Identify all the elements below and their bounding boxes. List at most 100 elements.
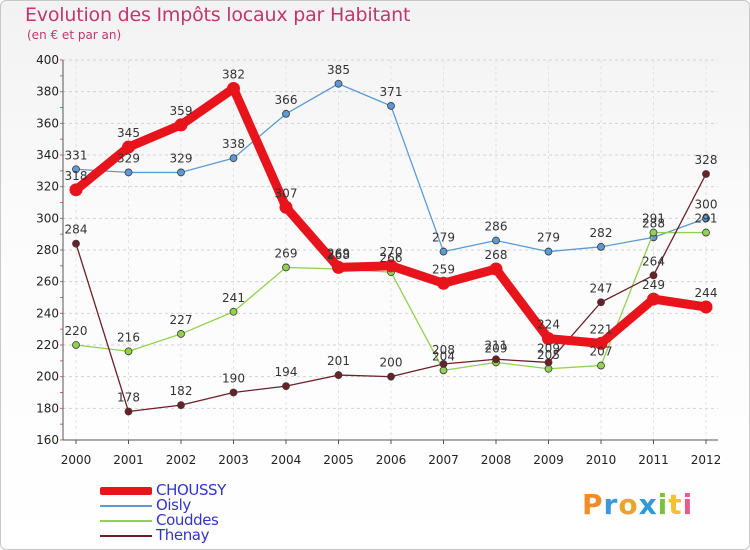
proxiti-logo: Proxiti — [582, 488, 693, 521]
legend-swatch — [100, 505, 152, 507]
x-tick-label: 2002 — [166, 453, 197, 467]
data-label-thenay: 247 — [590, 281, 613, 295]
logo-letter: x — [638, 488, 658, 521]
data-label-oisly: 288 — [642, 216, 665, 230]
legend-label: Thenay — [156, 526, 210, 544]
data-point-oisly — [229, 154, 238, 163]
data-label-couddes: 207 — [590, 345, 613, 359]
legend-swatch — [100, 487, 152, 495]
data-point-thenay — [702, 170, 710, 178]
data-label-oisly: 279 — [537, 231, 560, 245]
data-point-couddes — [72, 341, 80, 349]
logo-letter: i — [657, 488, 669, 521]
y-tick-label: 340 — [36, 148, 59, 162]
data-label-oisly: 331 — [65, 148, 88, 162]
data-label-oisly: 329 — [170, 151, 193, 165]
data-point-choussy — [542, 332, 555, 346]
data-label-thenay: 190 — [222, 372, 245, 386]
data-label-couddes: 241 — [222, 291, 245, 305]
data-label-choussy: 224 — [537, 318, 560, 332]
data-label-thenay: 328 — [695, 153, 718, 167]
data-label-couddes: 268 — [327, 248, 350, 262]
data-point-couddes — [177, 330, 185, 338]
y-tick-label: 380 — [36, 85, 59, 99]
data-label-choussy: 249 — [642, 278, 665, 292]
axes: 160 180 200 220 240 260 280 300 320 340 360 380 400 2… — [36, 53, 721, 467]
data-point-oisly — [124, 168, 133, 177]
legend-swatch — [100, 535, 152, 537]
data-label-thenay: 208 — [432, 343, 455, 357]
data-point-couddes — [124, 347, 133, 356]
data-label-couddes: 220 — [65, 324, 88, 338]
data-label-choussy: 307 — [275, 186, 298, 200]
data-point-choussy — [174, 118, 188, 132]
y-tick-label: 300 — [36, 211, 59, 225]
data-point-thenay — [649, 271, 658, 280]
data-point-couddes — [649, 228, 658, 237]
x-tick-label: 2001 — [113, 453, 144, 467]
data-point-oisly — [702, 214, 710, 223]
chart-title: Evolution des Impôts locaux par Habitant — [25, 4, 411, 26]
data-label-couddes: 266 — [380, 251, 403, 265]
legend-label: Oisly — [156, 496, 191, 514]
data-point-thenay — [387, 372, 395, 381]
data-label-choussy: 345 — [117, 126, 140, 140]
data-point-oisly — [544, 247, 553, 256]
data-label-thenay: 284 — [65, 223, 88, 237]
data-point-choussy — [647, 292, 660, 306]
legend-swatch — [100, 520, 152, 522]
gridlines — [63, 59, 718, 441]
data-point-oisly — [72, 165, 80, 174]
x-tick-label: 2008 — [481, 453, 512, 467]
x-tick-label: 2006 — [376, 453, 407, 467]
data-point-thenay — [124, 407, 133, 416]
data-label-couddes: 291 — [695, 212, 718, 226]
data-point-choussy — [437, 276, 450, 290]
data-point-thenay — [177, 401, 185, 410]
series-lines — [69, 79, 713, 416]
data-label-couddes: 227 — [170, 313, 193, 327]
data-point-choussy — [122, 140, 135, 154]
logo-letter: o — [618, 488, 639, 521]
data-point-couddes — [282, 263, 290, 272]
y-tick-label: 240 — [36, 306, 59, 320]
data-label-oisly: 338 — [222, 137, 245, 151]
data-point-oisly — [177, 168, 185, 177]
data-label-couddes: 269 — [275, 246, 298, 260]
y-tick-label: 260 — [36, 275, 59, 289]
x-tick-label: 2003 — [218, 453, 249, 467]
data-point-oisly — [334, 79, 343, 88]
data-point-thenay — [492, 355, 500, 364]
data-label-oisly: 329 — [117, 151, 140, 165]
data-label-couddes: 204 — [432, 349, 455, 363]
data-label-thenay: 209 — [537, 341, 560, 355]
data-point-thenay — [72, 239, 80, 248]
y-tick-label: 200 — [36, 370, 59, 384]
data-point-thenay — [544, 358, 553, 367]
data-label-thenay: 201 — [327, 354, 350, 368]
y-tick-label: 400 — [36, 53, 59, 67]
data-label-thenay: 264 — [642, 254, 665, 268]
y-tick-label: 360 — [36, 116, 59, 130]
data-label-choussy: 244 — [695, 286, 718, 300]
data-label-oisly: 366 — [275, 93, 298, 107]
data-label-oisly: 300 — [695, 197, 718, 211]
data-point-couddes — [702, 228, 710, 237]
data-point-choussy — [699, 300, 713, 314]
y-tick-label: 220 — [36, 338, 59, 352]
data-point-oisly — [439, 247, 448, 256]
data-point-thenay — [282, 382, 290, 391]
data-label-oisly: 282 — [590, 226, 613, 240]
data-label-thenay: 211 — [485, 338, 508, 352]
x-tick-label: 2011 — [638, 453, 669, 467]
data-point-couddes — [229, 307, 238, 316]
data-point-choussy — [69, 183, 83, 197]
data-point-oisly — [282, 109, 290, 118]
data-point-choussy — [332, 260, 345, 274]
data-label-choussy: 269 — [327, 246, 350, 260]
y-tick-label: 280 — [36, 243, 59, 257]
data-point-thenay — [597, 298, 605, 307]
legend-label: CHOUSSY — [156, 481, 226, 499]
data-label-oisly: 371 — [380, 85, 403, 99]
